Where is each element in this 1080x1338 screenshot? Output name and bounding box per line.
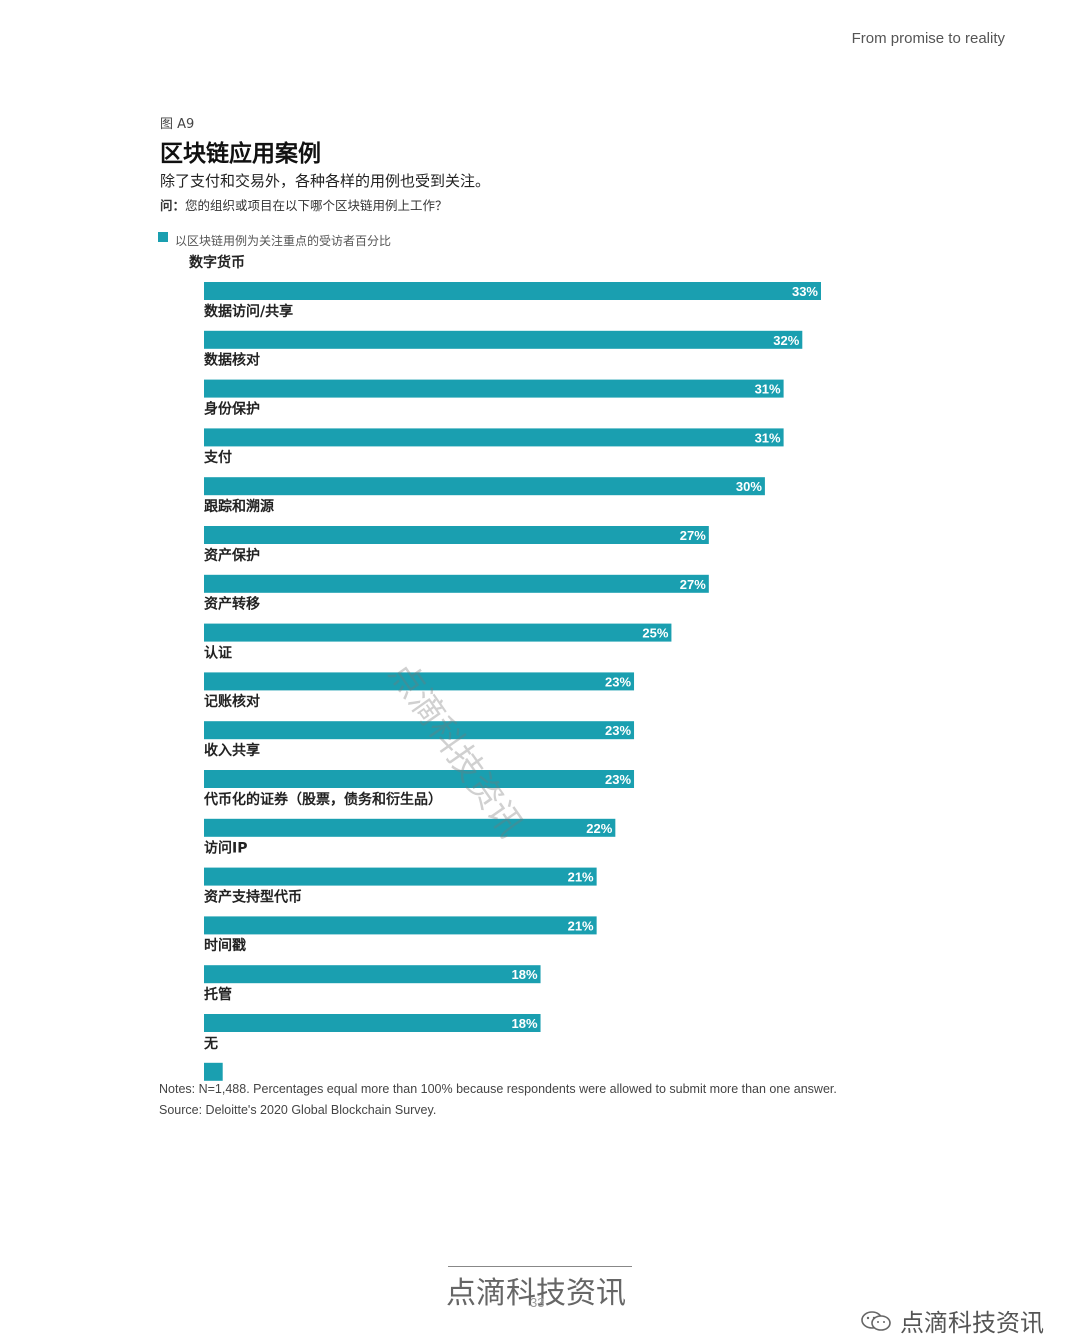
bar [204, 721, 635, 740]
bar-value-label: 22% [586, 821, 612, 836]
legend-swatch [158, 232, 168, 242]
bar [204, 818, 616, 837]
chart-notes: Notes: N=1,488. Percentages equal more t… [159, 1082, 837, 1096]
chart-legend: 以区块链用例为关注重点的受访者百分比 [158, 232, 391, 249]
category-label: 收入共享 [204, 742, 260, 759]
bar-value-label: 18% [512, 1016, 538, 1031]
question-prefix: 问： [160, 198, 186, 213]
bar-value-label: 27% [680, 528, 706, 543]
bar-value-label: 31% [755, 382, 781, 397]
bar [204, 428, 784, 447]
footer-divider [448, 1266, 632, 1267]
footer-watermark: 点滴科技资讯 [446, 1276, 626, 1311]
bar-value-label: 21% [568, 918, 594, 933]
category-label: 访问IP [204, 840, 247, 857]
wechat-watermark: 点滴科技资讯 [860, 1303, 1044, 1338]
category-label: 支付 [203, 449, 232, 466]
category-label: 记账核对 [204, 693, 260, 710]
bar [204, 379, 784, 398]
category-label: 认证 [204, 644, 232, 661]
category-label: 资产支持型代币 [204, 888, 302, 905]
category-label: 时间戳 [204, 937, 246, 954]
category-label: 无 [203, 1036, 218, 1052]
category-label: 数据访问/共享 [204, 303, 293, 320]
bar [204, 1014, 541, 1032]
bar [204, 574, 709, 593]
bar [204, 867, 597, 886]
category-label: 数字货币 [189, 254, 245, 271]
bar [204, 916, 597, 935]
chart-source: Source: Deloitte's 2020 Global Blockchai… [159, 1103, 437, 1117]
bar [204, 526, 709, 544]
category-label: 身份保护 [204, 400, 260, 417]
bar [204, 1062, 223, 1081]
bar [204, 330, 803, 349]
wechat-watermark-text: 点滴科技资讯 [900, 1309, 1044, 1337]
bar-value-label: 33% [792, 284, 818, 299]
category-label: 托管 [204, 986, 232, 1003]
bar [204, 623, 672, 642]
question-text: 您的组织或项目在以下哪个区块链用例上工作？ [185, 198, 448, 213]
bar-value-label: 27% [680, 577, 706, 592]
bar-value-label: 23% [605, 772, 631, 787]
category-label: 代币化的证券（股票，债务和衍生品） [203, 791, 442, 808]
figure-subtitle: 除了支付和交易外，各种各样的用例也受到关注。 [160, 172, 491, 190]
bar-value-label: 31% [755, 430, 781, 445]
bar [204, 672, 635, 691]
category-label: 资产转移 [204, 596, 260, 613]
figure-title: 区块链应用案例 [160, 141, 321, 167]
legend-label: 以区块链用例为关注重点的受访者百分比 [175, 234, 392, 248]
header-running-title: From promise to reality [851, 30, 1005, 47]
wechat-icon [861, 1310, 891, 1331]
figure-label: 图 A9 [160, 117, 195, 132]
category-label: 资产保护 [204, 547, 260, 564]
survey-question: 问：您的组织或项目在以下哪个区块链用例上工作？ [160, 195, 448, 214]
bar-value-label: 21% [568, 870, 594, 885]
bar [204, 770, 635, 788]
bar-value-label: 30% [736, 479, 762, 494]
bar-value-label: 23% [605, 674, 631, 689]
bar [204, 477, 765, 496]
bar-value-label: 18% [512, 967, 538, 982]
page-number: 33 [530, 1295, 545, 1310]
category-label: 数据核对 [204, 352, 260, 369]
bar-value-label: 23% [605, 723, 631, 738]
category-label: 跟踪和溯源 [204, 498, 274, 515]
bar-value-label: 25% [642, 626, 668, 641]
bar [204, 965, 541, 984]
bar-value-label: 32% [773, 333, 799, 348]
bar [204, 282, 821, 300]
